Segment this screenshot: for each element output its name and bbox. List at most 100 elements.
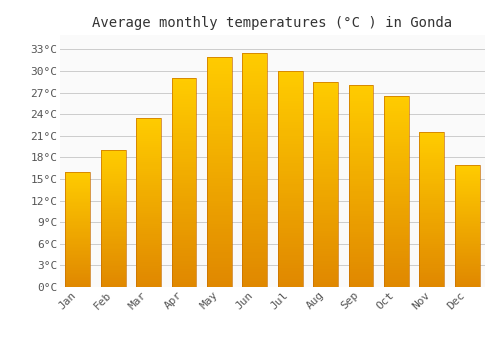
Bar (136, 202, 161, 204)
Bar (66, 244, 90, 245)
Bar (66, 225, 90, 226)
Bar (136, 141, 161, 143)
Bar (66, 211, 90, 212)
Bar (136, 219, 161, 222)
Bar (278, 244, 302, 246)
Bar (278, 128, 302, 131)
Bar (384, 99, 409, 101)
Bar (100, 184, 126, 186)
Bar (348, 176, 374, 178)
Bar (136, 122, 161, 124)
Bar (207, 241, 232, 244)
Bar (278, 246, 302, 249)
Bar (100, 270, 126, 272)
Bar (384, 182, 409, 184)
Bar (172, 183, 196, 185)
Bar (66, 273, 90, 274)
Bar (313, 154, 338, 156)
Bar (66, 172, 90, 287)
Bar (278, 271, 302, 273)
Bar (455, 204, 479, 206)
Bar (207, 181, 232, 183)
Bar (278, 117, 302, 120)
Bar (66, 284, 90, 286)
Bar (313, 151, 338, 154)
Bar (66, 202, 90, 203)
Bar (242, 184, 267, 188)
Bar (348, 229, 374, 232)
Bar (136, 181, 161, 183)
Bar (207, 218, 232, 221)
Bar (207, 68, 232, 71)
Bar (278, 228, 302, 230)
Bar (100, 280, 126, 282)
Bar (313, 156, 338, 159)
Bar (420, 178, 444, 181)
Bar (172, 235, 196, 237)
Bar (207, 275, 232, 278)
Bar (384, 266, 409, 268)
Bar (313, 131, 338, 133)
Bar (278, 209, 302, 211)
Bar (136, 192, 161, 194)
Bar (384, 125, 409, 127)
Bar (66, 218, 90, 219)
Bar (172, 188, 196, 190)
Bar (136, 143, 161, 145)
Bar (66, 234, 90, 235)
Bar (455, 194, 479, 195)
Bar (384, 232, 409, 234)
Bar (66, 248, 90, 250)
Bar (455, 203, 479, 204)
Bar (172, 177, 196, 180)
Bar (278, 184, 302, 187)
Bar (313, 266, 338, 269)
Bar (420, 149, 444, 152)
Bar (313, 187, 338, 190)
Bar (136, 188, 161, 190)
Bar (278, 198, 302, 201)
Bar (384, 203, 409, 206)
Bar (313, 282, 338, 285)
Bar (278, 171, 302, 174)
Bar (66, 201, 90, 202)
Bar (313, 251, 338, 254)
Bar (207, 57, 232, 60)
Bar (348, 216, 374, 219)
Bar (100, 195, 126, 196)
Bar (384, 151, 409, 153)
Bar (420, 244, 444, 246)
Bar (207, 209, 232, 212)
Bar (172, 269, 196, 271)
Bar (313, 84, 338, 87)
Bar (207, 206, 232, 209)
Bar (384, 108, 409, 111)
Bar (420, 266, 444, 268)
Bar (100, 217, 126, 219)
Bar (172, 156, 196, 159)
Bar (207, 258, 232, 261)
Bar (420, 283, 444, 285)
Bar (420, 136, 444, 138)
Bar (455, 188, 479, 189)
Bar (420, 206, 444, 208)
Bar (172, 230, 196, 232)
Bar (278, 238, 302, 241)
Bar (66, 250, 90, 251)
Bar (348, 133, 374, 136)
Bar (420, 188, 444, 190)
Bar (136, 283, 161, 285)
Bar (313, 179, 338, 182)
Bar (242, 138, 267, 141)
Bar (100, 234, 126, 236)
Bar (384, 122, 409, 125)
Bar (313, 272, 338, 274)
Bar (136, 173, 161, 175)
Bar (348, 274, 374, 277)
Bar (207, 192, 232, 195)
Bar (278, 233, 302, 236)
Bar (278, 112, 302, 114)
Bar (455, 249, 479, 250)
Bar (313, 159, 338, 161)
Bar (455, 250, 479, 252)
